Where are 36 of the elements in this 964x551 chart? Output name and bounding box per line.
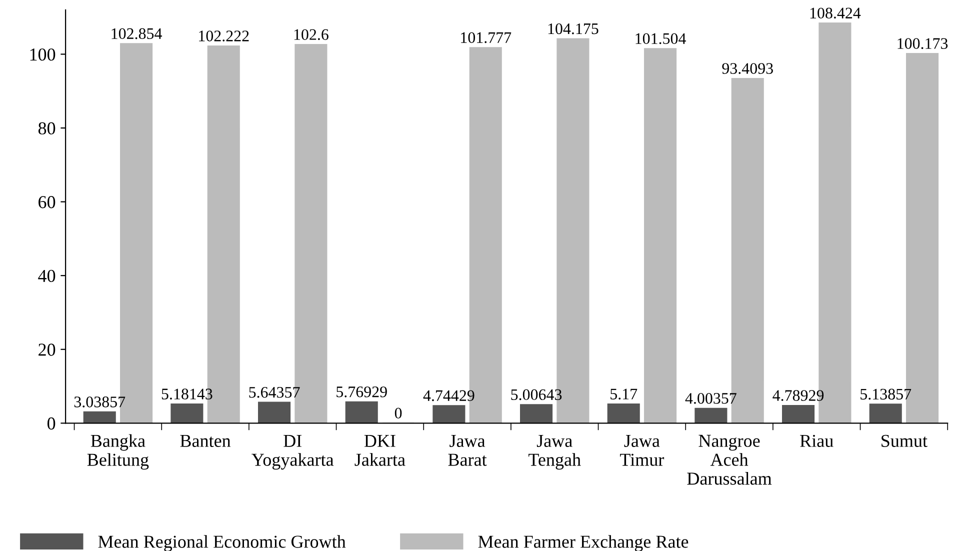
data-label: 5.76929: [336, 386, 387, 398]
x-tick-label: Nangroe Aceh Darussalam: [687, 434, 772, 485]
data-label: 0: [394, 408, 402, 419]
data-label: 5.00643: [511, 389, 562, 400]
data-label: 4.78929: [772, 390, 824, 401]
data-label: 108.424: [810, 8, 861, 19]
data-label: 102.222: [199, 30, 249, 42]
data-label: 102.6: [294, 29, 328, 40]
y-tick-label: 20: [38, 344, 56, 356]
data-label: 104.175: [548, 23, 598, 34]
data-label: 4.74429: [423, 390, 474, 402]
data-label: 5.17: [610, 388, 638, 400]
data-label: 5.64357: [249, 386, 300, 398]
x-tick-label: Bangka Belitung: [87, 434, 149, 470]
data-label: 5.13857: [860, 388, 912, 400]
x-tick-label: DKI Jakarta: [354, 434, 406, 466]
data-label: 101.504: [636, 33, 686, 44]
y-tick-label: 40: [38, 270, 56, 282]
data-label: 4.00357: [685, 392, 736, 404]
x-tick-label: Sumut: [882, 434, 928, 447]
data-label: 93.4093: [722, 63, 773, 74]
y-tick-label: 0: [47, 417, 56, 430]
data-label: 100.173: [898, 38, 948, 49]
x-tick-label: Jawa Timur: [620, 434, 664, 466]
y-tick-label: 60: [38, 196, 56, 208]
y-tick-label: 100: [30, 48, 56, 61]
y-tick-label: 80: [38, 122, 56, 134]
x-tick-label: Banten: [180, 434, 231, 447]
x-tick-label: Jawa Barat: [448, 434, 487, 466]
data-label: 102.854: [112, 28, 162, 40]
x-tick-label: Jawa Tengah: [528, 434, 581, 470]
data-label: 3.03857: [74, 396, 126, 408]
data-label: 5.18143: [162, 388, 212, 400]
x-tick-label: Riau: [800, 434, 834, 447]
data-label: 101.777: [461, 32, 512, 44]
x-tick-label: DI Yogyakarta: [252, 434, 334, 470]
